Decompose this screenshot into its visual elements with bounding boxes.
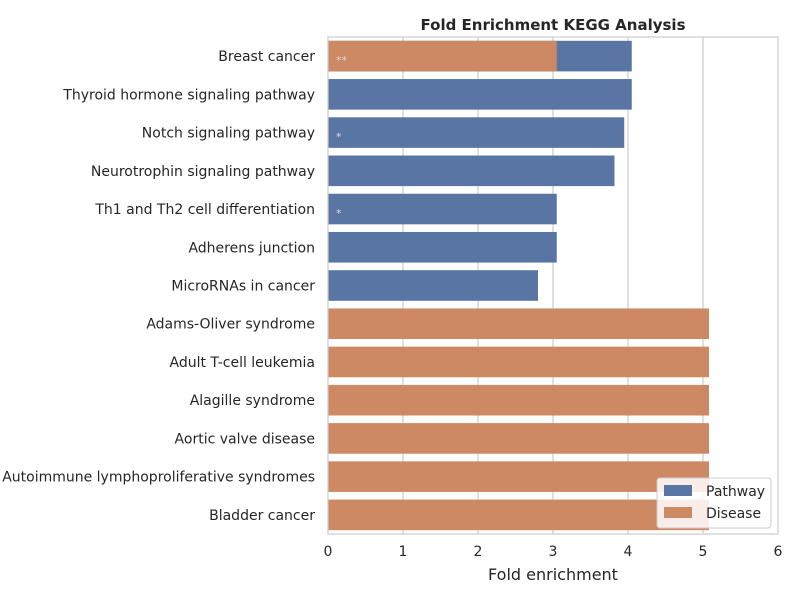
significance-marker-notch-signaling-pathway: *: [336, 131, 342, 144]
category-label-adult-t-cell-leukemia: Adult T-cell leukemia: [170, 355, 315, 371]
bar-pathway-th1-and-th2-cell-differentiation: [328, 193, 557, 225]
legend: Pathway Disease: [656, 477, 772, 529]
bar-disease-aortic-valve-disease: [328, 423, 709, 454]
x-tick-label: 5: [699, 544, 708, 560]
category-label-neurotrophin-signaling-pathway: Neurotrophin signaling pathway: [91, 164, 315, 180]
bar-disease-adams-oliver-syndrome: [328, 308, 709, 340]
significance-marker-breast-cancer: **: [336, 54, 348, 67]
x-tick-labels: 0 1 2 3 4 5 6: [324, 544, 783, 560]
category-label-thyroid-hormone-signaling-pathway: Thyroid hormone signaling pathway: [62, 87, 315, 103]
category-labels: Breast cancer Thyroid hormone signaling p…: [2, 49, 315, 524]
x-axis-title: Fold enrichment: [488, 565, 618, 584]
category-label-micrornas-in-cancer: MicroRNAs in cancer: [171, 279, 315, 295]
x-tick-label: 3: [549, 544, 558, 560]
x-tick-label: 6: [774, 544, 783, 560]
bars: [328, 40, 709, 531]
legend-swatch-pathway: [664, 485, 692, 496]
legend-label-disease: Disease: [706, 506, 761, 522]
bar-disease-autoimmune-lymphoproliferative-syndromes: [328, 461, 709, 492]
category-label-bladder-cancer: Bladder cancer: [209, 508, 315, 524]
bar-pathway-adherens-junction: [328, 231, 557, 263]
category-label-adherens-junction: Adherens junction: [188, 240, 315, 256]
category-label-autoimmune-lymphoproliferative-syndromes: Autoimmune lymphoproliferative syndromes: [2, 470, 315, 486]
bar-disease-breast-cancer: [328, 40, 557, 72]
significance-marker-th1-and-th2-cell-differentiation: *: [336, 207, 342, 220]
bar-pathway-notch-signaling-pathway: [328, 117, 625, 148]
bar-disease-adult-t-cell-leukemia: [328, 346, 709, 378]
legend-swatch-disease: [664, 507, 692, 518]
bar-disease-bladder-cancer: [328, 499, 709, 531]
bar-pathway-neurotrophin-signaling-pathway: [328, 155, 615, 187]
x-tick-label: 2: [474, 544, 483, 560]
bar-pathway-thyroid-hormone-signaling-pathway: [328, 79, 632, 110]
plot-frame: [327, 36, 779, 535]
x-tick-label: 1: [399, 544, 408, 560]
category-label-th1-and-th2-cell-differentiation: Th1 and Th2 cell differentiation: [94, 202, 315, 218]
bar-pathway-micrornas-in-cancer: [328, 270, 538, 301]
category-label-alagille-syndrome: Alagille syndrome: [190, 393, 315, 409]
x-tick-label: 0: [324, 544, 333, 560]
legend-label-pathway: Pathway: [706, 484, 765, 500]
bar-disease-alagille-syndrome: [328, 384, 709, 416]
annotations: ****: [336, 54, 348, 220]
chart-title: Fold Enrichment KEGG Analysis: [421, 16, 686, 34]
category-label-adams-oliver-syndrome: Adams-Oliver syndrome: [146, 317, 315, 333]
category-label-aortic-valve-disease: Aortic valve disease: [175, 431, 315, 447]
category-label-breast-cancer: Breast cancer: [218, 49, 315, 65]
category-label-notch-signaling-pathway: Notch signaling pathway: [142, 126, 315, 142]
x-tick-label: 4: [624, 544, 633, 560]
